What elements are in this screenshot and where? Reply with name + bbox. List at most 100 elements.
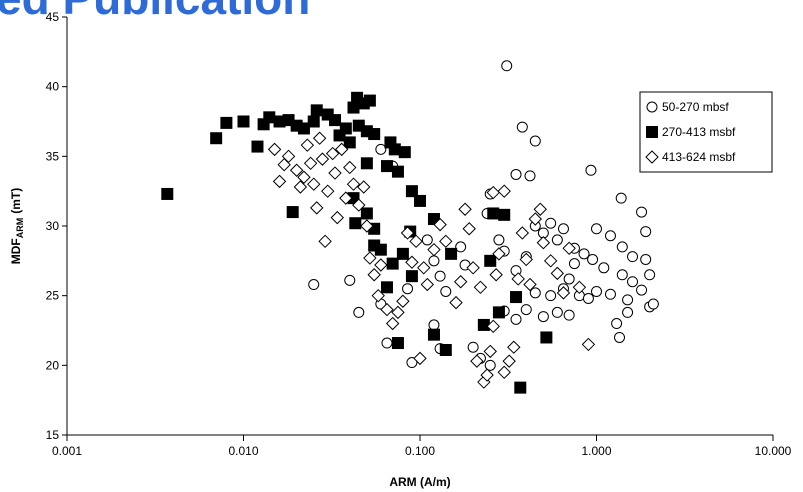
legend-label: 270-413 msbf bbox=[662, 125, 736, 139]
point bbox=[563, 273, 575, 285]
point bbox=[484, 359, 496, 371]
point bbox=[344, 274, 356, 286]
point bbox=[551, 306, 563, 318]
point bbox=[493, 234, 505, 246]
point bbox=[380, 302, 394, 317]
point bbox=[374, 243, 387, 256]
point bbox=[581, 337, 596, 352]
y-tick-label: 15 bbox=[46, 428, 60, 442]
y-axis-title-main: MDF bbox=[9, 238, 23, 264]
point bbox=[300, 138, 315, 152]
point bbox=[622, 306, 634, 318]
point bbox=[492, 247, 506, 261]
point bbox=[462, 222, 476, 236]
point bbox=[220, 116, 233, 129]
x-tick-label: 0.010 bbox=[228, 444, 258, 458]
point bbox=[293, 180, 308, 194]
point bbox=[405, 185, 418, 198]
point bbox=[339, 191, 353, 205]
point bbox=[507, 340, 521, 354]
point bbox=[434, 270, 446, 282]
point bbox=[388, 143, 401, 156]
point bbox=[455, 241, 467, 253]
point bbox=[582, 292, 594, 304]
point bbox=[640, 226, 652, 238]
point bbox=[514, 381, 527, 394]
point bbox=[315, 152, 330, 166]
point bbox=[267, 142, 282, 157]
legend-label: 50-270 mbsf bbox=[662, 100, 729, 114]
point bbox=[391, 337, 404, 350]
point bbox=[572, 280, 587, 295]
point bbox=[501, 60, 513, 72]
point bbox=[272, 174, 287, 189]
point bbox=[524, 170, 536, 182]
point bbox=[330, 210, 345, 225]
point bbox=[308, 279, 320, 291]
point bbox=[318, 234, 332, 249]
point bbox=[511, 272, 525, 286]
point bbox=[303, 156, 318, 171]
point bbox=[360, 219, 374, 233]
point bbox=[371, 288, 385, 303]
point bbox=[420, 277, 435, 292]
point bbox=[627, 276, 639, 288]
point bbox=[360, 157, 373, 170]
y-tick-label: 40 bbox=[46, 80, 60, 94]
legend-label: 413-624 msbf bbox=[662, 150, 736, 164]
point bbox=[615, 192, 627, 204]
point bbox=[543, 254, 558, 268]
point bbox=[325, 146, 340, 161]
point bbox=[357, 180, 371, 194]
point bbox=[536, 236, 551, 250]
point bbox=[405, 270, 418, 283]
point bbox=[428, 255, 440, 267]
point bbox=[458, 202, 472, 216]
point bbox=[483, 344, 497, 359]
y-tick-label: 45 bbox=[46, 10, 60, 24]
point bbox=[470, 354, 484, 368]
legend-box bbox=[639, 91, 773, 173]
point bbox=[587, 253, 599, 265]
point bbox=[427, 242, 441, 257]
point bbox=[375, 143, 387, 155]
point bbox=[210, 132, 223, 145]
point bbox=[492, 306, 505, 319]
x-axis-title: ARM (A/m) bbox=[389, 475, 450, 489]
point bbox=[367, 268, 381, 282]
point bbox=[510, 168, 522, 180]
point bbox=[289, 163, 304, 177]
point bbox=[510, 313, 522, 325]
x-tick-label: 1.000 bbox=[581, 444, 611, 458]
point bbox=[413, 351, 427, 366]
point bbox=[339, 122, 352, 135]
point bbox=[386, 257, 399, 270]
point bbox=[368, 128, 381, 141]
point bbox=[622, 294, 634, 306]
point bbox=[591, 285, 602, 297]
point bbox=[321, 184, 335, 198]
point bbox=[611, 318, 623, 330]
point bbox=[533, 202, 547, 216]
y-tick-label: 20 bbox=[46, 358, 60, 372]
point bbox=[307, 177, 321, 191]
point bbox=[353, 306, 365, 318]
point bbox=[445, 247, 458, 260]
point bbox=[516, 121, 528, 133]
point bbox=[528, 212, 542, 226]
point bbox=[563, 309, 575, 321]
point bbox=[453, 275, 468, 289]
point bbox=[161, 187, 174, 200]
point bbox=[523, 277, 537, 292]
point bbox=[406, 357, 418, 369]
point bbox=[515, 226, 530, 240]
point bbox=[486, 185, 500, 200]
point bbox=[433, 217, 447, 232]
point bbox=[578, 248, 590, 260]
point bbox=[473, 280, 488, 295]
point bbox=[540, 331, 553, 344]
x-tick-label: 0.001 bbox=[52, 444, 82, 458]
point bbox=[614, 331, 626, 343]
point bbox=[380, 281, 393, 294]
point bbox=[616, 241, 628, 253]
